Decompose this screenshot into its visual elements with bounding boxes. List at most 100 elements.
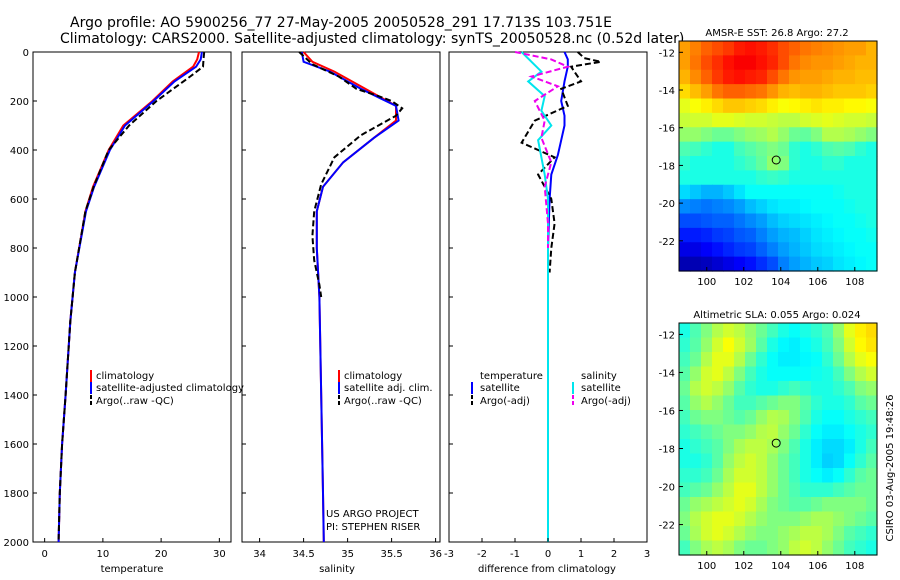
- sst-heatmap-cell: [756, 156, 768, 171]
- sst-heatmap-cell: [723, 170, 735, 186]
- sst-heatmap-cell: [690, 213, 702, 229]
- sla-heatmap-cell: [679, 337, 691, 353]
- sst-heatmap-cell: [866, 184, 878, 200]
- sst-heatmap-cell: [723, 127, 735, 143]
- sla-heatmap-cell: [679, 482, 691, 498]
- sla-map-ytick-label: -12: [659, 330, 675, 341]
- sst-heatmap-cell: [690, 112, 702, 128]
- sla-heatmap-cell: [844, 337, 856, 353]
- sla-heatmap-cell: [778, 337, 790, 353]
- sst-heatmap-cell: [844, 127, 856, 143]
- sst-heatmap-cell: [712, 242, 724, 258]
- sla-heatmap-cell: [800, 468, 812, 484]
- sst-heatmap-cell: [778, 242, 790, 258]
- sla-heatmap-cell: [844, 395, 856, 411]
- sla-heatmap-cell: [756, 366, 768, 382]
- sla-heatmap-cell: [701, 323, 713, 339]
- sla-heatmap-cell: [745, 323, 757, 339]
- sst-heatmap-cell: [789, 156, 801, 171]
- sla-heatmap-cell: [855, 395, 867, 411]
- sla-heatmap-cell: [866, 381, 878, 397]
- sst-heatmap-cell: [811, 69, 823, 85]
- sla-heatmap-cell: [734, 482, 746, 498]
- sla-heatmap-cell: [767, 482, 779, 498]
- sst-heatmap-cell: [734, 256, 746, 272]
- sla-heatmap-cell: [679, 526, 691, 542]
- sst-heatmap-cell: [701, 84, 713, 100]
- sla-heatmap-cell: [800, 366, 812, 382]
- sst-heatmap-cell: [822, 199, 834, 215]
- sst-heatmap-cell: [679, 69, 691, 85]
- sla-heatmap-cell: [712, 424, 724, 440]
- sst-heatmap-cell: [767, 184, 779, 200]
- sla-heatmap-cell: [778, 511, 790, 527]
- sla-heatmap-cells: [679, 323, 878, 556]
- sla-heatmap-cell: [800, 424, 812, 440]
- sst-heatmap-cell: [756, 170, 768, 186]
- sla-heatmap-cell: [844, 453, 856, 469]
- sla-heatmap-cell: [756, 395, 768, 411]
- sst-heatmap-cell: [800, 41, 812, 56]
- sla-heatmap-cell: [701, 381, 713, 397]
- sla-heatmap-cell: [789, 395, 801, 411]
- sla-heatmap-cell: [800, 453, 812, 469]
- sst-heatmap-cell: [800, 112, 812, 128]
- sla-heatmap-cell: [712, 410, 724, 426]
- sst-heatmap-cell: [712, 170, 724, 186]
- sla-heatmap-cell: [789, 482, 801, 498]
- sst-heatmap-cell: [778, 170, 790, 186]
- sst-heatmap-cell: [789, 41, 801, 56]
- sla-heatmap-cell: [789, 337, 801, 353]
- sst-heatmap-cell: [745, 256, 757, 272]
- sla-heatmap-cell: [767, 352, 779, 368]
- sla-heatmap-cell: [844, 424, 856, 440]
- sla-heatmap-cell: [800, 352, 812, 368]
- sla-heatmap-cell: [690, 366, 702, 382]
- sst-heatmap-cell: [745, 141, 757, 157]
- sst-map-panel: AMSR-E SST: 26.8 Argo: 27.2 100 102 104 106…: [659, 28, 878, 288]
- sst-heatmap-cell: [723, 41, 735, 56]
- sla-heatmap-cell: [855, 439, 867, 455]
- sla-heatmap-cell: [789, 453, 801, 469]
- sst-heatmap-cell: [866, 141, 878, 157]
- sst-heatmap-cell: [866, 55, 878, 71]
- sla-heatmap-cell: [745, 424, 757, 440]
- sst-heatmap-cell: [833, 213, 845, 229]
- sst-heatmap-cell: [866, 41, 878, 56]
- sst-heatmap-cell: [756, 141, 768, 157]
- sst-heatmap-cell: [690, 98, 702, 114]
- sla-heatmap-cell: [833, 540, 845, 556]
- temperature-ytick-label: 200: [10, 97, 29, 108]
- sla-heatmap-cell: [756, 381, 768, 397]
- sst-heatmap-cell: [723, 184, 735, 200]
- sla-heatmap-cell: [712, 497, 724, 513]
- difference-legend-sal-argo: Argo(-adj): [581, 396, 631, 407]
- sst-heatmap-cell: [734, 141, 746, 157]
- sst-heatmap-cell: [844, 69, 856, 85]
- sla-heatmap-cell: [767, 497, 779, 513]
- sla-heatmap-cell: [701, 337, 713, 353]
- sst-heatmap-cell: [778, 84, 790, 100]
- sst-heatmap-cell: [844, 227, 856, 243]
- sst-heatmap-cell: [778, 141, 790, 157]
- sla-heatmap-cell: [701, 410, 713, 426]
- sst-heatmap-cell: [701, 112, 713, 128]
- sla-heatmap-cell: [855, 424, 867, 440]
- sla-heatmap-cell: [844, 352, 856, 368]
- sla-heatmap-cell: [723, 439, 735, 455]
- sst-heatmap-cell: [855, 256, 867, 272]
- sst-heatmap-cell: [690, 55, 702, 71]
- sst-heatmap-cell: [833, 98, 845, 114]
- sla-heatmap-cell: [690, 526, 702, 542]
- sst-heatmap-cell: [734, 227, 746, 243]
- sla-heatmap-cell: [855, 453, 867, 469]
- sla-heatmap-cell: [822, 352, 834, 368]
- sla-heatmap-cell: [767, 453, 779, 469]
- sla-heatmap-cell: [778, 323, 790, 339]
- sla-heatmap-cell: [756, 482, 768, 498]
- temperature-ytick-label: 1400: [4, 391, 29, 402]
- sla-heatmap-cell: [844, 511, 856, 527]
- sla-heatmap-cell: [833, 482, 845, 498]
- sst-heatmap-cell: [756, 242, 768, 258]
- sla-heatmap-cell: [734, 366, 746, 382]
